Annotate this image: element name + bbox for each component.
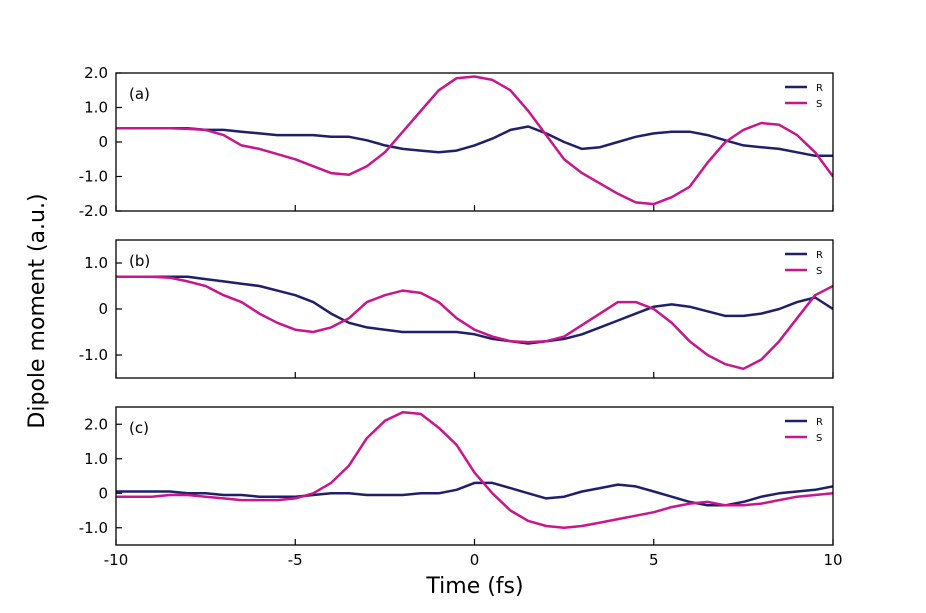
panel-1: 2.0 1.0 0 -1.0 -2.0 (a) RS — [79, 64, 834, 220]
y-tick-label: 0 — [98, 484, 108, 502]
series-line-R — [116, 481, 833, 507]
y-tick-label: -2.0 — [79, 202, 108, 220]
y-tick-label: 2.0 — [84, 64, 108, 82]
legend-label-R: R — [816, 250, 823, 261]
x-tick-label: -10 — [104, 551, 129, 569]
x-tick-label: -5 — [288, 551, 303, 569]
y-tick-label: -1.0 — [79, 519, 108, 537]
legend-label-S: S — [816, 433, 822, 444]
y-tick-label: 0 — [98, 133, 108, 151]
y-tick-label: 1.0 — [84, 450, 108, 468]
panel-label: (c) — [129, 419, 149, 437]
y-tick-label: 1.0 — [84, 99, 108, 117]
y-tick-label: 1.0 — [84, 254, 108, 272]
panels: 2.01.00-1.0-2.0(a) RS1.00-1.0(b) RS2.01.00… — [79, 64, 843, 569]
y-tick-label: -1.0 — [79, 168, 108, 186]
series-line-R — [116, 125, 833, 158]
y-axis-title: Dipole moment (a.u.) — [25, 193, 50, 428]
legend-label-S: S — [816, 266, 822, 277]
panel-3: 2.0 1.0 0 -1.0 -10 -5 0 5 10 (c) RS — [79, 406, 843, 569]
legend-label-R: R — [816, 417, 823, 428]
series-line-S — [116, 410, 833, 530]
series-line-S — [116, 275, 833, 371]
panel-label: (b) — [129, 252, 150, 270]
x-tick-label: 10 — [823, 551, 842, 569]
y-tick-label: 0 — [98, 300, 108, 318]
series-line-R — [116, 275, 833, 345]
x-tick-label: 0 — [470, 551, 480, 569]
legend-label-R: R — [816, 83, 823, 94]
y-tick-label: -1.0 — [79, 346, 108, 364]
x-axis-title: Time (fs) — [425, 574, 523, 599]
legend-label-S: S — [816, 99, 822, 110]
x-tick-label: 5 — [649, 551, 659, 569]
y-tick-label: 2.0 — [84, 415, 108, 433]
series-line-S — [116, 75, 833, 206]
panel-2: 1.0 0 -1.0 (b) RS — [79, 239, 834, 379]
panel-label: (a) — [129, 85, 150, 103]
